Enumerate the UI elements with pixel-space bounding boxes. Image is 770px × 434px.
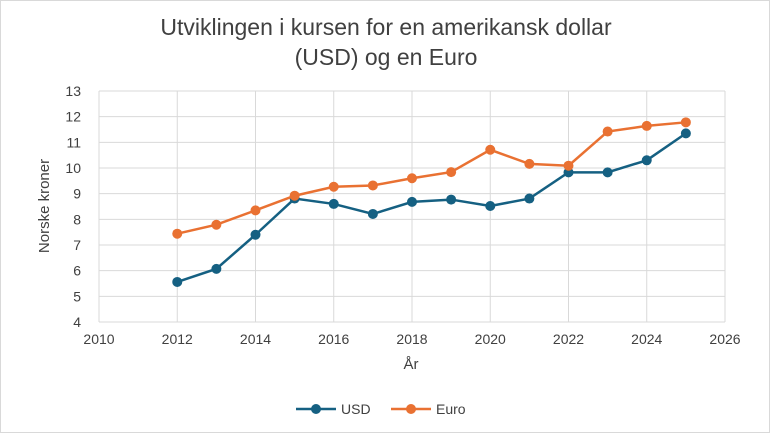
y-tick-label: 11 (66, 134, 81, 150)
y-tick-label: 10 (65, 160, 81, 176)
euro-point (524, 158, 535, 169)
euro-point (211, 219, 222, 230)
legend-marker-usd (311, 404, 321, 414)
x-tick-label: 2026 (709, 331, 740, 347)
y-tick-label: 7 (73, 237, 81, 253)
legend-marker-euro (406, 404, 416, 414)
usd-point (250, 229, 261, 240)
euro-point (328, 181, 339, 192)
euro-line (176, 121, 686, 235)
usd-point (446, 194, 457, 205)
x-tick-label: 2018 (396, 331, 427, 347)
y-tick-label: 5 (73, 288, 81, 304)
x-axis-label: År (404, 356, 419, 373)
x-tick-label: 2010 (83, 331, 114, 347)
usd-point (485, 200, 496, 211)
euro-point (367, 180, 378, 191)
x-tick-label: 2024 (631, 331, 662, 347)
usd-point (367, 208, 378, 219)
y-tick-label: 8 (73, 211, 81, 227)
usd-point (172, 276, 183, 287)
euro-point (563, 160, 574, 171)
euro-point (172, 228, 183, 239)
x-tick-label: 2012 (162, 331, 193, 347)
euro-point (289, 190, 300, 201)
y-tick-label: 13 (65, 83, 81, 99)
x-tick-label: 2014 (240, 331, 271, 347)
x-tick-label: 2022 (553, 331, 584, 347)
usd-point (211, 263, 222, 274)
y-tick-label: 12 (65, 109, 81, 125)
chart-title-line-1: Utviklingen i kursen for en amerikansk d… (160, 14, 612, 40)
chart-title-line-2: (USD) og en Euro (295, 44, 478, 70)
x-tick-label: 2016 (318, 331, 349, 347)
usd-point (602, 167, 613, 178)
x-tick-label: 2020 (475, 331, 506, 347)
euro-point (641, 120, 652, 131)
legend-label-usd: USD (341, 401, 371, 417)
y-axis-label: Norske kroner (36, 159, 53, 253)
usd-line (176, 132, 687, 284)
euro-point (602, 126, 613, 137)
usd-point (328, 198, 339, 209)
y-tick-label: 9 (73, 186, 81, 202)
y-tick-label: 4 (73, 314, 81, 330)
usd-point (524, 193, 535, 204)
usd-point (407, 196, 417, 207)
usd-point (641, 155, 652, 166)
y-tick-label: 6 (73, 263, 81, 279)
euro-point (680, 117, 691, 128)
euro-point (407, 173, 417, 184)
euro-point (485, 144, 496, 155)
legend-label-euro: Euro (436, 401, 466, 417)
euro-point (446, 167, 457, 178)
euro-point (250, 205, 261, 216)
usd-point (680, 128, 691, 139)
